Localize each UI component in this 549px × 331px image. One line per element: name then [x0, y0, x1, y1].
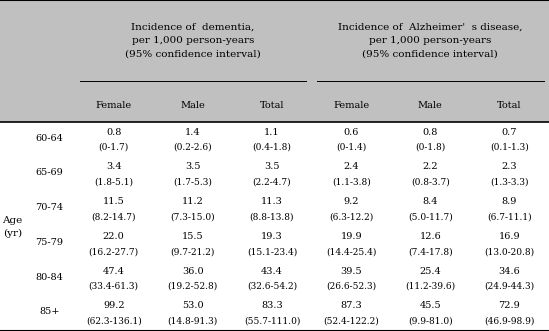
Text: 19.9: 19.9	[340, 232, 362, 241]
Text: 11.5: 11.5	[103, 197, 125, 206]
Text: (0-1.4): (0-1.4)	[336, 143, 366, 152]
Text: (0.8-3.7): (0.8-3.7)	[411, 178, 450, 187]
Text: (6.3-12.2): (6.3-12.2)	[329, 213, 373, 221]
Text: (33.4-61.3): (33.4-61.3)	[89, 282, 139, 291]
Text: (0.1-1.3): (0.1-1.3)	[490, 143, 529, 152]
Text: 25.4: 25.4	[419, 267, 441, 276]
Text: Total: Total	[260, 101, 284, 110]
Text: (7.4-17.8): (7.4-17.8)	[408, 247, 452, 256]
Text: Male: Male	[181, 101, 205, 110]
Text: 83.3: 83.3	[261, 302, 283, 310]
Text: (13.0-20.8): (13.0-20.8)	[484, 247, 535, 256]
Text: (9.9-81.0): (9.9-81.0)	[408, 317, 452, 326]
Text: 8.9: 8.9	[502, 197, 517, 206]
Text: (55.7-111.0): (55.7-111.0)	[244, 317, 300, 326]
Text: (1.7-5.3): (1.7-5.3)	[173, 178, 212, 187]
Text: (14.8-91.3): (14.8-91.3)	[167, 317, 218, 326]
Text: (14.4-25.4): (14.4-25.4)	[326, 247, 376, 256]
Text: 8.4: 8.4	[423, 197, 438, 206]
Text: 43.4: 43.4	[261, 267, 283, 276]
Text: (16.2-27.7): (16.2-27.7)	[88, 247, 139, 256]
Text: 3.5: 3.5	[185, 163, 200, 171]
Text: Female: Female	[333, 101, 369, 110]
Text: 39.5: 39.5	[340, 267, 362, 276]
Bar	[0, 88, 549, 122]
Text: (8.8-13.8): (8.8-13.8)	[250, 213, 294, 221]
Text: 45.5: 45.5	[419, 302, 441, 310]
Text: (2.2-4.7): (2.2-4.7)	[253, 178, 292, 187]
Text: 16.9: 16.9	[498, 232, 520, 241]
Text: (7.3-15.0): (7.3-15.0)	[171, 213, 215, 221]
Text: 1.1: 1.1	[264, 128, 280, 137]
Text: Total: Total	[497, 101, 522, 110]
Text: (19.2-52.8): (19.2-52.8)	[167, 282, 218, 291]
Text: 75-79: 75-79	[35, 238, 64, 247]
Text: 70-74: 70-74	[35, 203, 64, 212]
Text: 1.4: 1.4	[185, 128, 200, 137]
Text: (52.4-122.2): (52.4-122.2)	[323, 317, 379, 326]
Text: Incidence of  Alzheimer'  s disease,
per 1,000 person-years
(95% confidence inte: Incidence of Alzheimer' s disease, per 1…	[338, 23, 523, 58]
Text: 87.3: 87.3	[340, 302, 362, 310]
Text: 60-64: 60-64	[36, 134, 63, 143]
Text: 80-84: 80-84	[36, 273, 63, 282]
Text: 85+: 85+	[39, 307, 60, 316]
Text: (1.8-5.1): (1.8-5.1)	[94, 178, 133, 187]
Text: 2.2: 2.2	[423, 163, 438, 171]
Text: 3.4: 3.4	[106, 163, 121, 171]
Text: 0.8: 0.8	[106, 128, 121, 137]
Text: (0.2-2.6): (0.2-2.6)	[173, 143, 212, 152]
Text: 53.0: 53.0	[182, 302, 204, 310]
Text: (15.1-23.4): (15.1-23.4)	[247, 247, 297, 256]
Text: (9.7-21.2): (9.7-21.2)	[171, 247, 215, 256]
Text: 99.2: 99.2	[103, 302, 125, 310]
Text: (24.9-44.3): (24.9-44.3)	[484, 282, 535, 291]
Text: 2.3: 2.3	[502, 163, 517, 171]
Text: Male: Male	[418, 101, 442, 110]
Text: (1.3-3.3): (1.3-3.3)	[490, 178, 529, 187]
Text: 34.6: 34.6	[498, 267, 520, 276]
Text: 22.0: 22.0	[103, 232, 125, 241]
Text: Female: Female	[96, 101, 132, 110]
Text: (6.7-11.1): (6.7-11.1)	[487, 213, 532, 221]
Text: 9.2: 9.2	[343, 197, 359, 206]
Text: 15.5: 15.5	[182, 232, 204, 241]
Text: (0-1.8): (0-1.8)	[415, 143, 445, 152]
Text: (62.3-136.1): (62.3-136.1)	[86, 317, 142, 326]
Text: (1.1-3.8): (1.1-3.8)	[332, 178, 371, 187]
Text: 36.0: 36.0	[182, 267, 204, 276]
Text: (0-1.7): (0-1.7)	[99, 143, 129, 152]
Text: 47.4: 47.4	[103, 267, 125, 276]
Text: (32.6-54.2): (32.6-54.2)	[247, 282, 297, 291]
Text: (5.0-11.7): (5.0-11.7)	[408, 213, 453, 221]
Text: Incidence of  dementia,
per 1,000 person-years
(95% confidence interval): Incidence of dementia, per 1,000 person-…	[125, 23, 261, 58]
Text: 11.2: 11.2	[182, 197, 204, 206]
Text: (46.9-98.9): (46.9-98.9)	[484, 317, 535, 326]
Text: Age
(yr): Age (yr)	[2, 216, 23, 238]
Text: 3.5: 3.5	[264, 163, 280, 171]
Text: 65-69: 65-69	[36, 168, 63, 177]
Bar	[0, 0, 549, 88]
Text: (0.4-1.8): (0.4-1.8)	[253, 143, 292, 152]
Text: (26.6-52.3): (26.6-52.3)	[326, 282, 376, 291]
Text: 2.4: 2.4	[343, 163, 359, 171]
Text: 19.3: 19.3	[261, 232, 283, 241]
Text: (8.2-14.7): (8.2-14.7)	[92, 213, 136, 221]
Text: 0.8: 0.8	[423, 128, 438, 137]
Text: 0.7: 0.7	[502, 128, 517, 137]
Text: 11.3: 11.3	[261, 197, 283, 206]
Text: 12.6: 12.6	[419, 232, 441, 241]
Text: (11.2-39.6): (11.2-39.6)	[405, 282, 455, 291]
Text: 0.6: 0.6	[344, 128, 359, 137]
Text: 72.9: 72.9	[498, 302, 520, 310]
